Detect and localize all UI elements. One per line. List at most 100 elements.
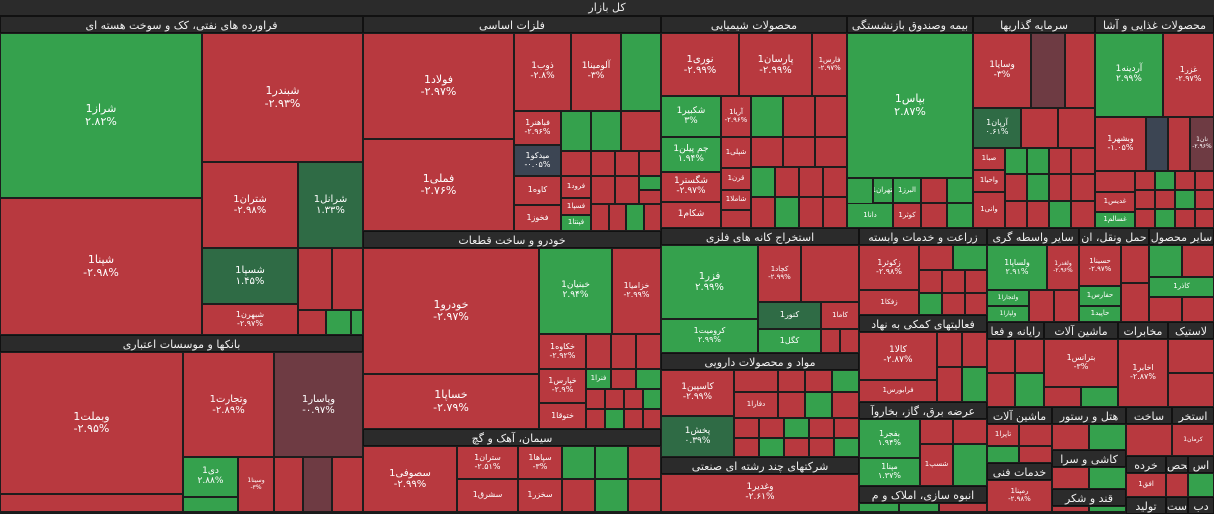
stock-tile[interactable]	[1015, 373, 1044, 407]
stock-tile[interactable]	[639, 176, 661, 190]
sector-header[interactable]: فراورده های نفتی، کک و سوخت هسته ای	[0, 16, 363, 33]
sector-header[interactable]: زراعت و خدمات وابسته	[859, 228, 987, 245]
sector-header[interactable]: محصولات شیمیایی	[661, 16, 847, 33]
stock-tile[interactable]	[987, 339, 1015, 373]
stock-tile[interactable]	[562, 446, 595, 479]
stock-tile[interactable]	[775, 197, 799, 228]
stock-tile[interactable]	[987, 373, 1015, 407]
stock-tile[interactable]: رمپنا1 -۲.۹۸%	[987, 480, 1052, 512]
stock-tile[interactable]	[586, 409, 605, 429]
stock-tile[interactable]	[1121, 245, 1149, 283]
stock-tile[interactable]	[639, 151, 661, 176]
stock-tile[interactable]	[1175, 171, 1195, 190]
stock-tile[interactable]	[1058, 108, 1095, 148]
sector-header[interactable]: ساخت	[1126, 407, 1172, 424]
sector-header[interactable]: قند و شکر	[1052, 489, 1126, 506]
stock-tile[interactable]: مپنا1 ۱.۳۷%	[859, 458, 920, 486]
sector-header[interactable]: لاستیک	[1168, 322, 1214, 339]
stock-tile[interactable]: شسپا1 ۱.۴۵%	[202, 248, 298, 304]
stock-tile[interactable]	[605, 389, 624, 409]
stock-tile[interactable]: سخزر1	[518, 479, 562, 512]
stock-tile[interactable]: کاما1	[821, 302, 859, 329]
stock-tile[interactable]: بتهران1	[873, 178, 893, 203]
stock-tile[interactable]: غدیس1	[1095, 192, 1135, 212]
stock-tile[interactable]: صبا1	[973, 148, 1005, 170]
stock-tile[interactable]: بترانس1 -۳%	[1044, 339, 1118, 387]
stock-tile[interactable]	[939, 503, 987, 512]
sector-header[interactable]: خدمات فنی	[987, 463, 1052, 480]
sector-header[interactable]: سایر محصول	[1149, 228, 1214, 245]
stock-tile[interactable]	[1049, 201, 1071, 228]
stock-tile[interactable]	[611, 369, 636, 389]
stock-tile[interactable]: وتجارت1 -۲.۸۹%	[183, 352, 274, 457]
stock-tile[interactable]	[351, 310, 363, 335]
stock-tile[interactable]	[1155, 190, 1175, 209]
stock-tile[interactable]: زفکا1	[859, 290, 919, 315]
stock-tile[interactable]	[605, 409, 624, 429]
stock-tile[interactable]: خودرو1 -۲.۹۷%	[363, 248, 539, 374]
stock-tile[interactable]	[643, 389, 661, 409]
stock-tile[interactable]	[759, 438, 784, 457]
stock-tile[interactable]: فملی1 -۲.۷۶%	[363, 139, 514, 231]
stock-tile[interactable]	[859, 503, 899, 512]
stock-tile[interactable]	[1166, 473, 1188, 497]
stock-tile[interactable]: ولپارا1	[987, 306, 1029, 322]
stock-tile[interactable]: وسینا1 -۳%	[238, 457, 274, 512]
stock-tile[interactable]: زکوثر1 -۲.۹۸%	[859, 245, 919, 290]
stock-tile[interactable]: فباهنر1 -۲.۹۶%	[514, 111, 561, 145]
stock-tile[interactable]: میدکو1 -۰.۰۵%	[514, 145, 561, 176]
stock-tile[interactable]	[783, 137, 815, 167]
stock-tile[interactable]: شگستر1 -۲.۹۷%	[661, 172, 721, 202]
stock-tile[interactable]: سصوفی1 -۲.۹۹%	[363, 446, 457, 512]
stock-tile[interactable]	[1168, 339, 1214, 373]
stock-tile[interactable]	[611, 334, 636, 369]
stock-tile[interactable]: کوثر1	[893, 203, 921, 228]
stock-tile[interactable]	[821, 329, 840, 353]
stock-tile[interactable]: ولتجارا1	[987, 290, 1029, 306]
stock-tile[interactable]	[1054, 290, 1079, 322]
sector-header[interactable]: فلزات اساسی	[363, 16, 661, 33]
stock-tile[interactable]: وبملت1 -۲.۹۵%	[0, 352, 183, 494]
stock-tile[interactable]: کالا1 -۲.۸۷%	[859, 332, 937, 380]
stock-tile[interactable]	[621, 111, 661, 151]
stock-tile[interactable]	[1135, 190, 1155, 209]
stock-tile[interactable]	[591, 111, 621, 151]
stock-tile[interactable]: شراز1 ۲.۸۲%	[0, 33, 202, 198]
stock-tile[interactable]: آرپان1 ۰.۶۱%	[973, 108, 1021, 148]
stock-tile[interactable]	[823, 197, 847, 228]
stock-tile[interactable]	[1175, 190, 1195, 209]
stock-tile[interactable]: آلومینا1 -۳%	[571, 33, 621, 111]
stock-tile[interactable]	[326, 310, 351, 335]
stock-tile[interactable]	[809, 418, 834, 438]
stock-tile[interactable]: نوری1 -۲.۹۹%	[661, 33, 739, 96]
stock-tile[interactable]	[751, 96, 783, 137]
stock-tile[interactable]	[0, 494, 183, 512]
stock-tile[interactable]: خبنیان1 ۲.۹۴%	[539, 248, 612, 334]
stock-tile[interactable]	[1195, 190, 1214, 209]
stock-tile[interactable]	[561, 151, 591, 176]
stock-tile[interactable]	[591, 204, 609, 231]
stock-tile[interactable]: شکام1	[661, 202, 721, 228]
stock-tile[interactable]: کرمان1	[1172, 424, 1214, 456]
sector-header[interactable]: کاشی و سرا	[1052, 450, 1126, 467]
stock-tile[interactable]	[815, 96, 847, 137]
sector-header[interactable]: تولید	[1126, 497, 1166, 514]
stock-tile[interactable]: حسینا1 -۲.۹۷%	[1079, 245, 1121, 286]
stock-tile[interactable]	[778, 370, 805, 392]
stock-tile[interactable]: بپاس1 ۲.۸۷%	[847, 33, 973, 178]
stock-tile[interactable]: فولاد1 -۲.۹۷%	[363, 33, 514, 139]
sector-header[interactable]: استخراج کانه های فلزی	[661, 228, 859, 245]
stock-tile[interactable]: شتران1 -۲.۹۸%	[202, 162, 298, 248]
stock-tile[interactable]: شکبیر1 ۳%	[661, 96, 721, 137]
stock-tile[interactable]	[1019, 424, 1052, 446]
stock-tile[interactable]	[628, 479, 661, 512]
sector-header[interactable]: مخابرات	[1118, 322, 1168, 339]
stock-tile[interactable]	[784, 438, 809, 457]
stock-tile[interactable]	[595, 446, 628, 479]
stock-tile[interactable]	[1095, 171, 1135, 192]
stock-tile[interactable]	[586, 389, 605, 409]
stock-tile[interactable]	[815, 137, 847, 167]
stock-tile[interactable]	[734, 418, 759, 438]
stock-tile[interactable]	[1031, 33, 1065, 108]
stock-tile[interactable]	[1044, 387, 1081, 407]
